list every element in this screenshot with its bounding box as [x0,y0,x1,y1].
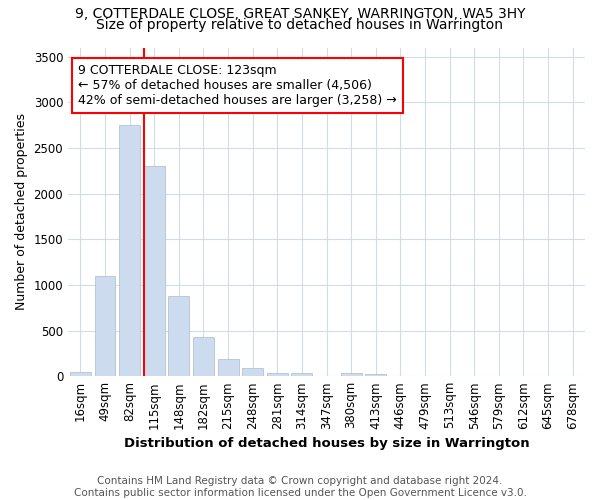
Text: 9 COTTERDALE CLOSE: 123sqm
← 57% of detached houses are smaller (4,506)
42% of s: 9 COTTERDALE CLOSE: 123sqm ← 57% of deta… [79,64,397,107]
Text: Size of property relative to detached houses in Warrington: Size of property relative to detached ho… [97,18,503,32]
Bar [218,360,239,376]
Bar [292,374,313,376]
Text: Contains HM Land Registry data © Crown copyright and database right 2024.
Contai: Contains HM Land Registry data © Crown c… [74,476,526,498]
Bar [95,276,115,376]
Bar [70,372,91,376]
Text: 9, COTTERDALE CLOSE, GREAT SANKEY, WARRINGTON, WA5 3HY: 9, COTTERDALE CLOSE, GREAT SANKEY, WARRI… [75,8,525,22]
Bar [193,337,214,376]
Bar [267,372,288,376]
Bar [169,296,189,376]
Bar [119,125,140,376]
Y-axis label: Number of detached properties: Number of detached properties [15,114,28,310]
Bar [365,374,386,376]
Bar [144,166,164,376]
Bar [242,368,263,376]
Bar [341,374,362,376]
X-axis label: Distribution of detached houses by size in Warrington: Distribution of detached houses by size … [124,437,529,450]
